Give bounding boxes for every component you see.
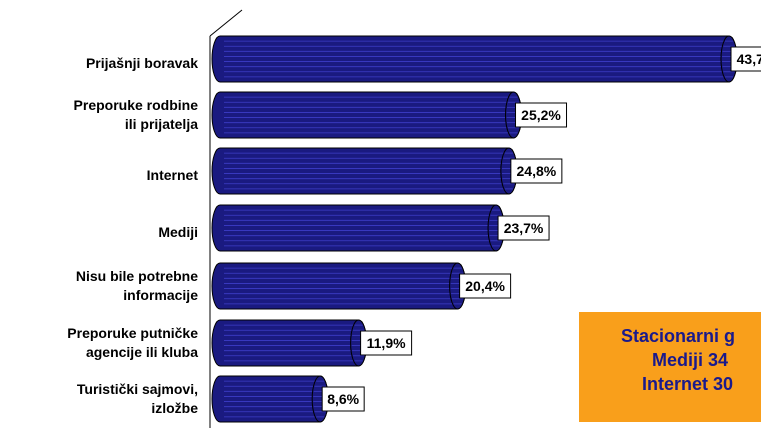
category-label: Preporuke rodbine ili prijatelja [4,96,198,134]
category-label-line: Internet [146,166,198,183]
bar-4: 23,7% [211,204,550,252]
data-label-box [321,386,365,412]
bars-group: 43,7% 25,2% 24,8% 23,7% 20,4% 11,9% 8,6% [211,35,761,423]
data-label-box [360,330,413,356]
data-label-box [515,102,568,128]
category-label-line: ili prijatelja [124,116,198,132]
category-label-line: agencije ili kluba [85,344,198,360]
data-label-box [730,46,761,72]
bar-body [211,262,467,310]
category-label: Internet [4,166,198,185]
category-label-line: Nisu bile potrebne [75,268,198,284]
data-label: 11,9% [367,335,406,351]
callout-box: Stacionarni g Mediji 34 Internet 30 [579,312,761,422]
bar-body [211,319,368,367]
bar-body [211,375,329,423]
category-label-line: Preporuke rodbine [73,97,198,113]
data-label-box [459,273,512,299]
category-label-line: Prijašnji boravak [85,54,198,71]
bar-1: 43,7% [211,35,761,83]
data-label: 23,7% [504,220,544,236]
bar-6: 11,9% [211,319,413,367]
data-label: 43,7% [737,51,761,67]
data-label: 20,4% [465,278,505,294]
callout-line-2: Mediji 34 [652,350,729,370]
category-label-line: Turistički sajmovi, [76,381,198,397]
bar-7: 8,6% [211,375,365,423]
callout-line-3: Internet 30 [642,374,734,394]
data-label: 24,8% [517,163,557,179]
bar-2: 25,2% [211,91,568,139]
category-label: Turistički sajmovi, izložbe [4,380,198,418]
bar-5: 20,4% [211,262,512,310]
category-label-line: Preporuke putničke [67,325,198,341]
chart-axis [209,9,243,428]
category-label: Nisu bile potrebne informacije [4,267,198,305]
category-label: Prijašnji boravak [4,54,198,73]
callout-line-1: Stacionarni g [621,326,736,346]
data-label-box [510,158,563,184]
category-label: Preporuke putničke agencije ili kluba [4,324,198,362]
bar-body [211,204,505,252]
data-label-box [497,215,550,241]
data-label: 25,2% [521,107,561,123]
bar-body [211,147,518,195]
category-label-line: izložbe [151,400,198,416]
bar-body [211,35,738,83]
bar-3: 24,8% [211,147,563,195]
category-label-line: Mediji [158,223,198,240]
data-label: 8,6% [327,391,359,407]
category-label-line: informacije [123,287,198,303]
bar-body [211,91,522,139]
axis-depth-line [209,9,243,37]
category-label: Mediji [4,223,198,242]
